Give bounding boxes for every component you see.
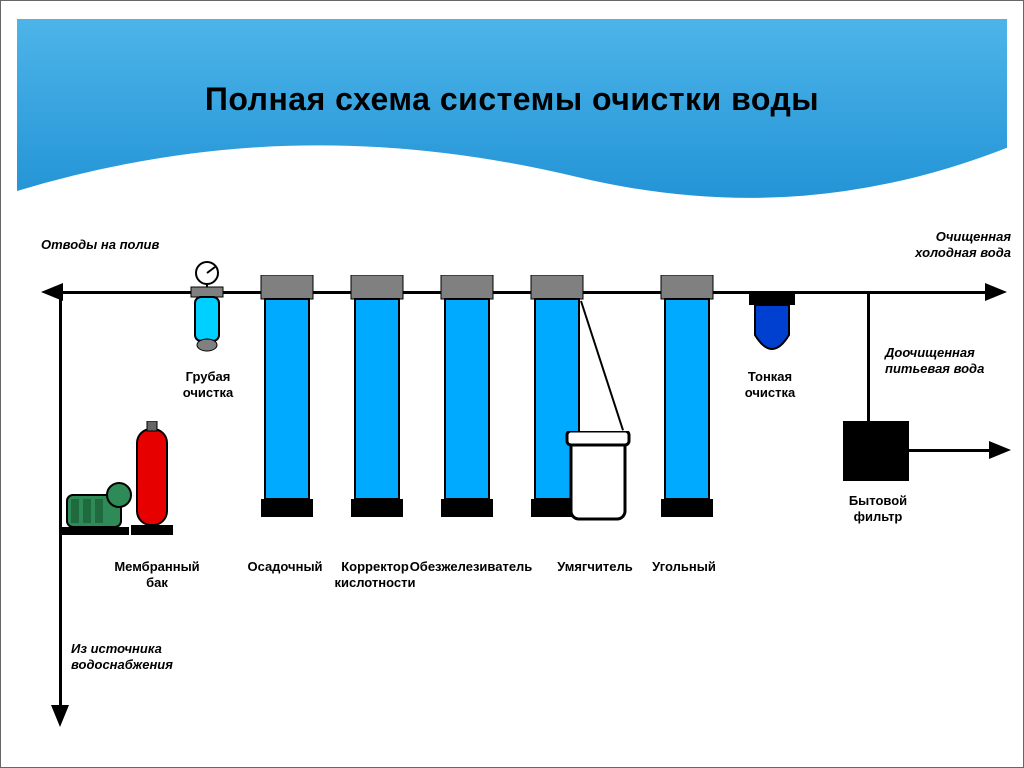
fine-filter-icon [749, 291, 795, 367]
coarse-filter-label: Грубая очистка [163, 369, 253, 400]
column-tank-icon [257, 275, 317, 525]
tank-label-1: Осадочный [237, 559, 333, 575]
tank-label-3: Обезжелезиватель [401, 559, 541, 575]
column-tank-icon [437, 275, 497, 525]
tank-label-4: Умягчитель [545, 559, 645, 575]
source-label: Из источника водоснабжения [71, 641, 191, 672]
column-tank-icon [347, 275, 407, 525]
membrane-tank-label: Мембранный бак [107, 559, 207, 590]
household-filter-icon [843, 421, 909, 481]
tank-label-5: Угольный [639, 559, 729, 575]
wave-icon [17, 130, 1009, 220]
irrigation-label: Отводы на полив [41, 237, 191, 253]
membrane-tank-icon [129, 421, 175, 541]
coarse-filter-icon [185, 261, 229, 361]
arrow-right-icon [985, 283, 1007, 301]
header-sky [17, 19, 1007, 219]
drinking-label: Доочищенная питьевая вода [885, 345, 1015, 376]
fine-filter-label: Тонкая очистка [725, 369, 815, 400]
arrow-down-icon [51, 705, 69, 727]
arrow-right2-icon [989, 441, 1011, 459]
pump-icon [61, 461, 135, 537]
column-tank-icon [657, 275, 717, 525]
cold-water-label: Очищенная холодная вода [901, 229, 1011, 260]
household-filter-label: Бытовой фильтр [833, 493, 923, 524]
page-title: Полная схема системы очистки воды [1, 81, 1023, 118]
brine-tank-icon [563, 431, 633, 531]
